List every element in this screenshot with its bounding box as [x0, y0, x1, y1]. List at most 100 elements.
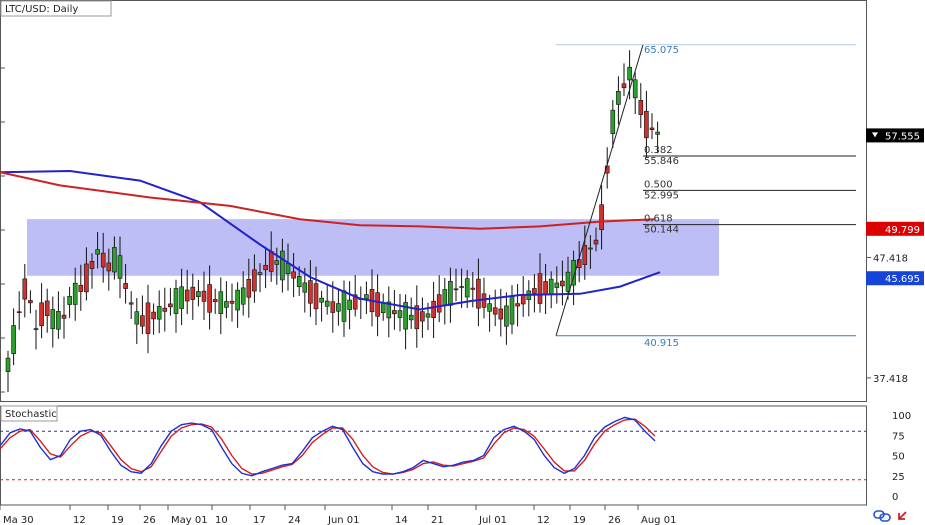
chart-title: LTC/USD: Daily: [5, 4, 78, 15]
candle-body: [560, 280, 565, 287]
candle-body: [112, 247, 117, 273]
candle-body: [537, 273, 543, 304]
candle-body: [459, 286, 464, 288]
candle-body: [145, 302, 151, 334]
ma-blue-price-label: 45.695: [885, 274, 920, 285]
candle-body: [543, 281, 548, 295]
stoch-title: Stochastic: [5, 409, 57, 420]
candle-body: [380, 302, 386, 313]
candle-body: [324, 300, 330, 307]
candle-body: [397, 310, 403, 318]
candle-body: [414, 305, 420, 330]
fib-trendline: [555, 44, 644, 336]
title-box: [0, 0, 112, 17]
candle-body: [117, 255, 123, 279]
stoch-tick-label: 0: [892, 492, 898, 503]
time-tick-label: 14: [395, 515, 408, 525]
candle-body: [599, 204, 604, 231]
candle-body: [173, 288, 179, 314]
candle-body: [442, 289, 448, 307]
candle-body: [168, 303, 173, 308]
candle-body: [212, 299, 218, 302]
time-tick-label: 12: [537, 515, 550, 525]
time-tick-label: 17: [253, 515, 266, 525]
fib-high-label: 65.075: [644, 45, 679, 56]
candle-body: [352, 294, 358, 310]
time-tick-label: 10: [215, 515, 228, 525]
ma-red-price-label-box: [866, 221, 924, 236]
time-tick-label: 21: [431, 515, 444, 525]
candle-body: [61, 314, 67, 319]
fib-ratio-label: 0.500: [644, 179, 673, 190]
candle-body: [487, 303, 492, 312]
candle-body: [190, 286, 196, 300]
candle-body: [520, 294, 526, 305]
time-axis: Ma 30 12 19 26 May 01 10 17 24 Jun 01 14 21 Jul 01 1…: [0, 505, 676, 525]
candle-body: [280, 250, 285, 281]
fib-ratio-label: 0.382: [644, 145, 673, 156]
candle-body: [548, 278, 554, 295]
candle-body: [408, 314, 414, 321]
candle-body: [274, 260, 280, 265]
candle-body: [162, 307, 168, 312]
stoch-tick-label: 25: [892, 472, 905, 483]
candle-body: [16, 311, 22, 314]
consolidation-zone: [27, 219, 719, 276]
candle-body: [106, 262, 112, 272]
candle-body: [33, 328, 39, 330]
current-price-label-box: [866, 128, 924, 143]
candle-body: [50, 309, 56, 330]
time-tick-label: 24: [288, 515, 301, 525]
candle-body: [330, 301, 336, 313]
candle-body: [100, 252, 106, 268]
stoch-d-line: [0, 418, 656, 475]
candle-body: [476, 278, 481, 309]
candle-body: [285, 263, 291, 275]
candle-body: [201, 290, 207, 302]
candle-body: [492, 307, 498, 315]
candle-body: [252, 269, 257, 292]
candle-body: [509, 296, 515, 325]
candle-body: [291, 271, 296, 279]
candle-body: [218, 291, 224, 315]
candle-body: [268, 251, 274, 272]
candle-body: [319, 297, 324, 303]
candle-body: [246, 278, 252, 298]
time-tick-label: Jun 01: [327, 515, 360, 525]
candle-body: [532, 288, 537, 294]
candle-body: [453, 288, 459, 291]
candle-body: [565, 271, 571, 292]
candle-body: [11, 325, 16, 354]
candle-body: [224, 301, 229, 308]
candle-body: [627, 66, 632, 81]
candle-body: [72, 282, 78, 305]
fib-price-label: 55.846: [644, 156, 679, 167]
time-tick-label: 19: [111, 515, 124, 525]
candle-body: [207, 284, 212, 313]
candle-body: [375, 292, 380, 317]
link-icon[interactable]: [873, 510, 891, 522]
candle-body: [140, 315, 145, 327]
time-tick-label: Ma 30: [3, 515, 34, 525]
candle-body: [263, 264, 268, 271]
candle-body: [39, 302, 44, 327]
time-tick-label: May 01: [171, 515, 208, 525]
candle-body: [84, 263, 89, 293]
candle-body: [22, 278, 28, 300]
candle-body: [364, 294, 369, 300]
candle-body: [89, 260, 95, 269]
arrow-icon[interactable]: [898, 511, 907, 520]
stoch-tick-label: 75: [892, 431, 905, 442]
fib-low-label: 40.915: [644, 338, 679, 349]
candle-body: [632, 79, 638, 99]
candle-body: [5, 357, 11, 372]
candle-body: [593, 239, 599, 245]
candle-body: [296, 276, 302, 288]
time-tick-label: 12: [73, 515, 86, 525]
candle-body: [448, 280, 453, 306]
stoch-k-line: [0, 416, 656, 477]
candle-body: [28, 300, 33, 304]
candle-body: [347, 299, 352, 310]
